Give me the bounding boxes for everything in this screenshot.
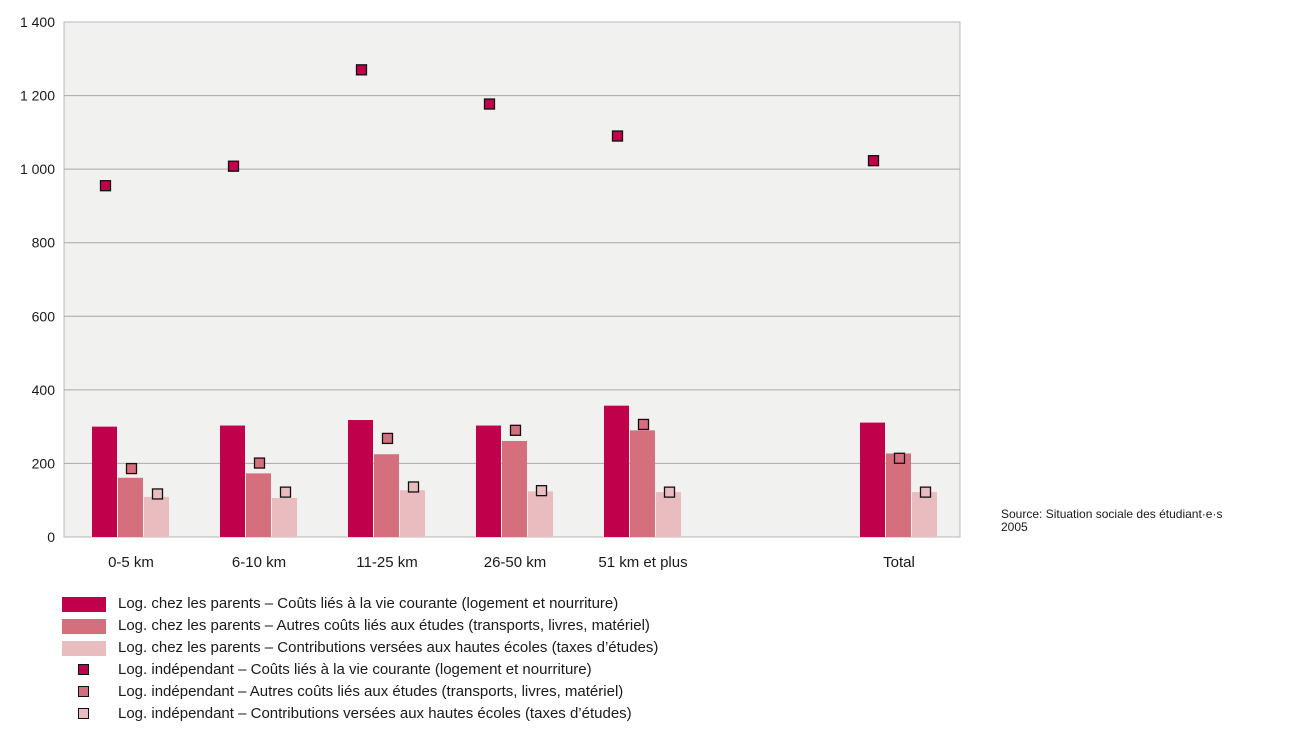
bar <box>656 492 681 537</box>
legend-label: Log. indépendant – Coûts liés à la vie c… <box>118 661 592 678</box>
x-tick-label: 0-5 km <box>108 554 154 571</box>
bar <box>912 492 937 537</box>
bar <box>630 430 655 537</box>
bar <box>118 477 143 537</box>
marker-point <box>253 457 266 469</box>
legend-label: Log. indépendant – Autres coûts liés aux… <box>118 683 624 700</box>
bar <box>144 496 169 537</box>
marker-point <box>125 462 138 475</box>
bar <box>528 491 553 537</box>
y-tick-label: 1 000 <box>20 161 55 177</box>
marker-point <box>867 155 880 167</box>
marker-point <box>663 486 676 498</box>
marker-point <box>151 488 164 500</box>
bar <box>92 426 117 537</box>
marker-point <box>611 130 624 142</box>
legend-swatch-marker <box>78 686 89 697</box>
markers <box>99 64 932 500</box>
bar <box>860 422 885 537</box>
bar <box>886 453 911 537</box>
y-axis-tick-labels: 0 200 400 600 800 1 000 1 200 1 400 <box>20 14 55 545</box>
bars <box>92 405 937 537</box>
legend-swatch-bar <box>62 641 106 656</box>
bar <box>502 440 527 537</box>
y-tick-label: 200 <box>32 455 56 471</box>
x-tick-label: Total <box>883 554 915 571</box>
legend-swatch-marker <box>78 708 89 719</box>
marker-point <box>99 180 112 192</box>
bar <box>476 425 501 537</box>
legend-label: Log. chez les parents – Contributions ve… <box>118 639 659 656</box>
source-line-1: Source: Situation sociale des étudiant·e… <box>1001 507 1223 521</box>
marker-point <box>893 452 906 464</box>
x-axis-tick-labels: 0-5 km 6-10 km 11-25 km 26-50 km 51 km et pl… <box>108 554 915 571</box>
y-tick-label: 800 <box>32 235 56 251</box>
x-tick-label: 26-50 km <box>484 554 547 571</box>
bar <box>604 405 629 537</box>
marker-point <box>279 486 292 498</box>
bar <box>272 498 297 537</box>
legend-label: Log. chez les parents – Coûts liés à la … <box>118 595 619 612</box>
chart: 0 200 400 600 800 1 000 1 200 1 400 0-5 km 6-10 … <box>20 14 961 571</box>
marker-point <box>381 432 394 445</box>
y-tick-label: 1 400 <box>20 14 55 30</box>
bar <box>348 420 373 537</box>
legend-swatch-bar <box>62 619 106 634</box>
marker-point <box>355 64 368 76</box>
marker-point <box>227 160 240 172</box>
legend-label: Log. indépendant – Contributions versées… <box>118 705 632 722</box>
x-tick-label: 51 km et plus <box>598 554 687 571</box>
bar <box>374 454 399 537</box>
bar <box>400 490 425 537</box>
legend-label: Log. chez les parents – Autres coûts lié… <box>118 617 650 634</box>
source-line-2: 2005 <box>1001 520 1028 534</box>
bar <box>246 473 271 537</box>
marker-point <box>483 98 496 110</box>
marker-point <box>535 484 548 497</box>
y-tick-label: 600 <box>32 308 56 324</box>
x-tick-label: 6-10 km <box>232 554 286 571</box>
y-tick-label: 1 200 <box>20 88 55 104</box>
bar <box>220 425 245 537</box>
grid-lines <box>64 95 960 464</box>
marker-point <box>637 418 650 431</box>
x-tick-label: 11-25 km <box>356 554 417 571</box>
marker-point <box>509 424 522 436</box>
y-tick-label: 400 <box>32 382 56 398</box>
marker-point <box>919 486 932 498</box>
legend-swatch-marker <box>78 664 89 675</box>
source-note: Source: Situation sociale des étudiant·e… <box>1001 508 1293 534</box>
legend-swatch-bar <box>62 597 106 612</box>
marker-point <box>407 481 420 493</box>
y-tick-label: 0 <box>47 529 55 545</box>
